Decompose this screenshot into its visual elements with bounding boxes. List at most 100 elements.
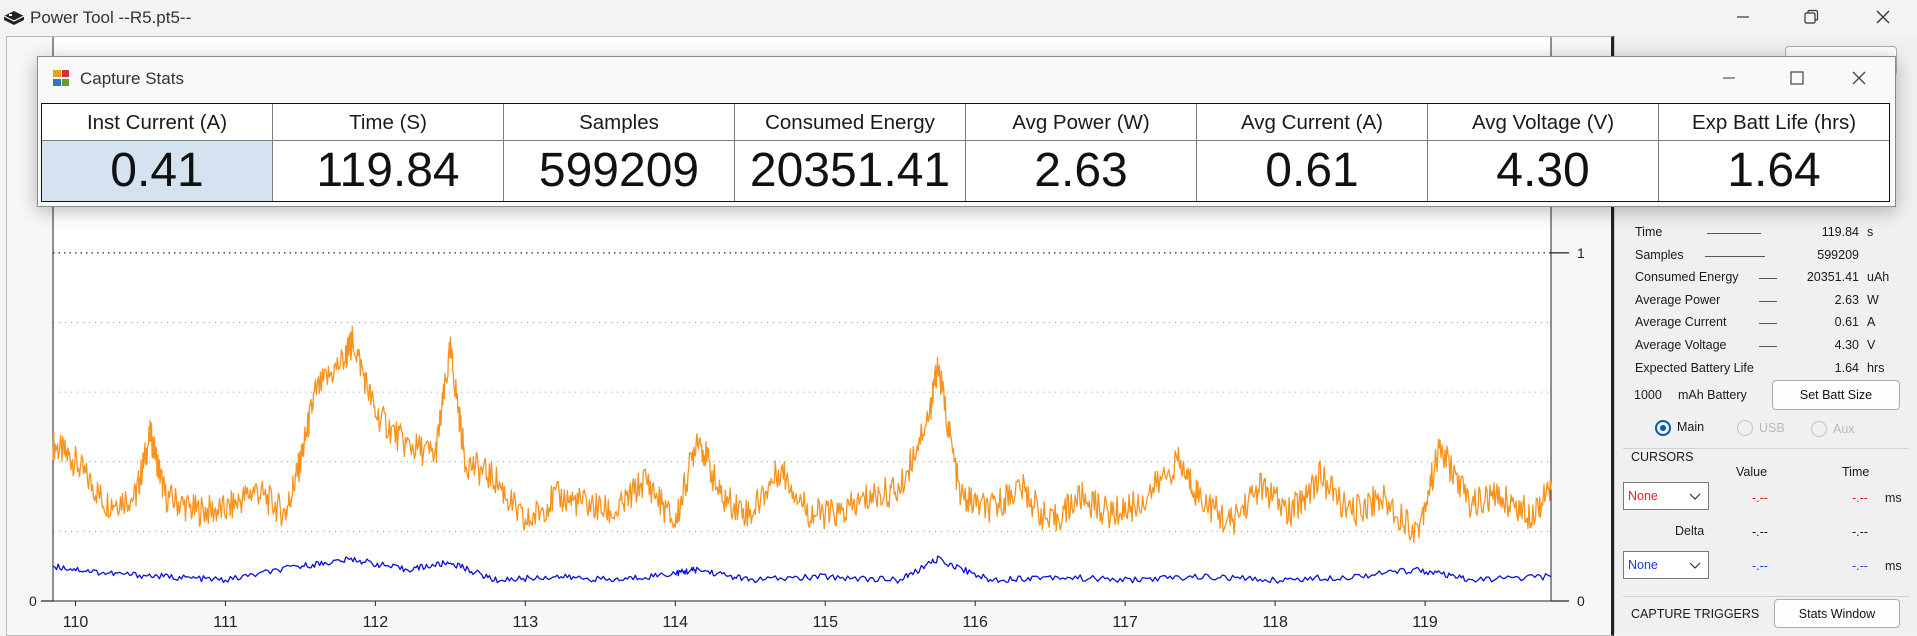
- stat-header: Consumed Energy: [735, 104, 965, 141]
- stats-close-button[interactable]: [1830, 57, 1888, 99]
- cursor2-value: -.--: [1752, 559, 1768, 573]
- y-right-tick-label: 1: [1577, 245, 1585, 261]
- stat-value: 2.63: [1034, 144, 1128, 197]
- x-tick-label: 111: [213, 614, 237, 631]
- series-line-0: [52, 326, 1552, 544]
- close-icon: [1876, 10, 1890, 24]
- stat-cell-consumed-energy[interactable]: Consumed Energy 20351.41: [735, 104, 966, 201]
- channel-aux-label: Aux: [1833, 422, 1855, 436]
- capture-stats-table: Inst Current (A) 0.41 Time (S) 119.84 Sa…: [41, 103, 1890, 202]
- stat-value: 20351.41: [749, 144, 951, 197]
- stat-value: 0.41: [42, 141, 272, 201]
- chevron-down-icon: [1689, 493, 1701, 500]
- channel-usb-radio[interactable]: [1737, 420, 1753, 436]
- stat-value: 599209: [538, 144, 700, 197]
- x-tick-label: 117: [1112, 614, 1138, 631]
- delta-value: -.--: [1752, 525, 1768, 539]
- stats-minimize-button[interactable]: [1700, 57, 1758, 99]
- stats-window-button[interactable]: Stats Window: [1774, 599, 1900, 628]
- stat-value: 20351.41: [1806, 270, 1859, 285]
- stat-header: Samples: [504, 104, 734, 141]
- x-tick-label: 110: [63, 614, 89, 631]
- stat-row-average-current: Average Current 0.61 A: [1635, 312, 1905, 335]
- stat-cell-exp-batt-life[interactable]: Exp Batt Life (hrs) 1.64: [1659, 104, 1889, 201]
- channel-aux-radio[interactable]: [1811, 421, 1827, 437]
- stat-value: 0.61: [1834, 315, 1859, 330]
- stat-value: 119.84: [1821, 225, 1859, 239]
- stat-value: 4.30: [1496, 144, 1590, 197]
- stat-dash: [1705, 255, 1765, 257]
- set-batt-size-button[interactable]: Set Batt Size: [1772, 380, 1900, 410]
- channel-main-label: Main: [1677, 420, 1705, 434]
- channel-usb-label: USB: [1759, 421, 1785, 435]
- restore-button[interactable]: [1777, 0, 1845, 34]
- cursor2-select-value: None: [1628, 558, 1658, 572]
- stat-cell-samples[interactable]: Samples 599209: [504, 104, 735, 201]
- stat-label: Average Voltage: [1635, 337, 1727, 352]
- y-right-tick-label: 0: [1577, 593, 1585, 609]
- stat-cell-avg-current[interactable]: Avg Current (A) 0.61: [1197, 104, 1428, 201]
- cursor2-time: -.--: [1852, 559, 1868, 573]
- stat-cell-avg-voltage[interactable]: Avg Voltage (V) 4.30: [1428, 104, 1659, 201]
- stat-header: Avg Current (A): [1197, 104, 1427, 141]
- stat-header: Exp Batt Life (hrs): [1659, 104, 1889, 141]
- minimize-button[interactable]: [1709, 0, 1777, 34]
- minimize-icon: [1723, 77, 1735, 79]
- delta-label: Delta: [1675, 524, 1705, 538]
- cursor1-time: -.--: [1852, 491, 1868, 505]
- x-tick-label: 116: [962, 614, 988, 631]
- close-icon: [1852, 71, 1866, 85]
- stat-label: Average Current: [1635, 315, 1727, 330]
- restore-icon: [1804, 9, 1819, 24]
- cursors-value-header: Value: [1736, 465, 1768, 479]
- stat-value: 119.84: [316, 144, 460, 197]
- stat-label: Expected Battery Life: [1635, 360, 1754, 375]
- stat-row-expected-battery-life: Expected Battery Life 1.64 hrs: [1635, 358, 1905, 381]
- cursors-time-header: Time: [1842, 465, 1870, 479]
- stat-header: Time (S): [273, 104, 503, 141]
- stat-unit: s: [1867, 225, 1874, 239]
- cursor2-time-unit: ms: [1885, 559, 1902, 573]
- stat-dash: [1759, 323, 1777, 325]
- x-tick-label: 119: [1412, 614, 1438, 631]
- stat-label: Average Power: [1635, 292, 1721, 307]
- close-button[interactable]: [1849, 0, 1917, 34]
- cursor1-select-value: None: [1628, 489, 1658, 503]
- cursor1-select[interactable]: None: [1623, 482, 1709, 510]
- stat-unit: V: [1867, 337, 1876, 352]
- x-tick-label: 112: [363, 614, 389, 631]
- stat-row-time: Time 119.84 s: [1635, 222, 1905, 245]
- stat-header: Inst Current (A): [42, 104, 272, 141]
- window-title: Power Tool --R5.pt5--: [30, 8, 192, 27]
- battery-size-value: 1000: [1634, 388, 1662, 402]
- stat-dash: [1759, 345, 1777, 347]
- chevron-down-icon: [1689, 562, 1701, 569]
- cursor2-select[interactable]: None: [1623, 551, 1709, 579]
- stat-unit: hrs: [1867, 360, 1885, 375]
- cursors-title: CURSORS: [1631, 450, 1694, 464]
- x-tick-label: 113: [513, 614, 539, 631]
- capture-stats-window[interactable]: Capture Stats Inst Current (A) 0.41 Time…: [37, 56, 1896, 207]
- stat-value: 2.63: [1834, 292, 1859, 307]
- stat-cell-time[interactable]: Time (S) 119.84: [273, 104, 504, 201]
- stats-maximize-button[interactable]: [1768, 57, 1826, 99]
- stat-unit: W: [1867, 292, 1879, 307]
- battery-unit-label: mAh Battery: [1678, 388, 1747, 402]
- capture-triggers-title: CAPTURE TRIGGERS: [1631, 607, 1760, 621]
- stat-value: 1.64: [1727, 144, 1821, 197]
- y-left-tick-label: 0: [29, 593, 37, 609]
- stat-dash: [1759, 300, 1777, 302]
- stat-row-samples: Samples 599209: [1635, 245, 1905, 268]
- x-tick-label: 115: [812, 614, 838, 631]
- stat-value: 0.61: [1265, 144, 1359, 197]
- minimize-icon: [1737, 16, 1749, 18]
- channel-main-radio[interactable]: [1655, 420, 1671, 436]
- triggers-group-divider: [1623, 596, 1909, 597]
- stat-row-average-power: Average Power 2.63 W: [1635, 290, 1905, 313]
- stat-unit: uAh: [1867, 270, 1890, 285]
- stat-cell-inst-current[interactable]: Inst Current (A) 0.41: [42, 104, 273, 201]
- stat-cell-avg-power[interactable]: Avg Power (W) 2.63: [966, 104, 1197, 201]
- delta-time: -.--: [1852, 525, 1868, 539]
- sidebar-stats-list: Time 119.84 s Samples 599209 Consumed En…: [1635, 222, 1905, 380]
- window-app-icon: [53, 70, 69, 86]
